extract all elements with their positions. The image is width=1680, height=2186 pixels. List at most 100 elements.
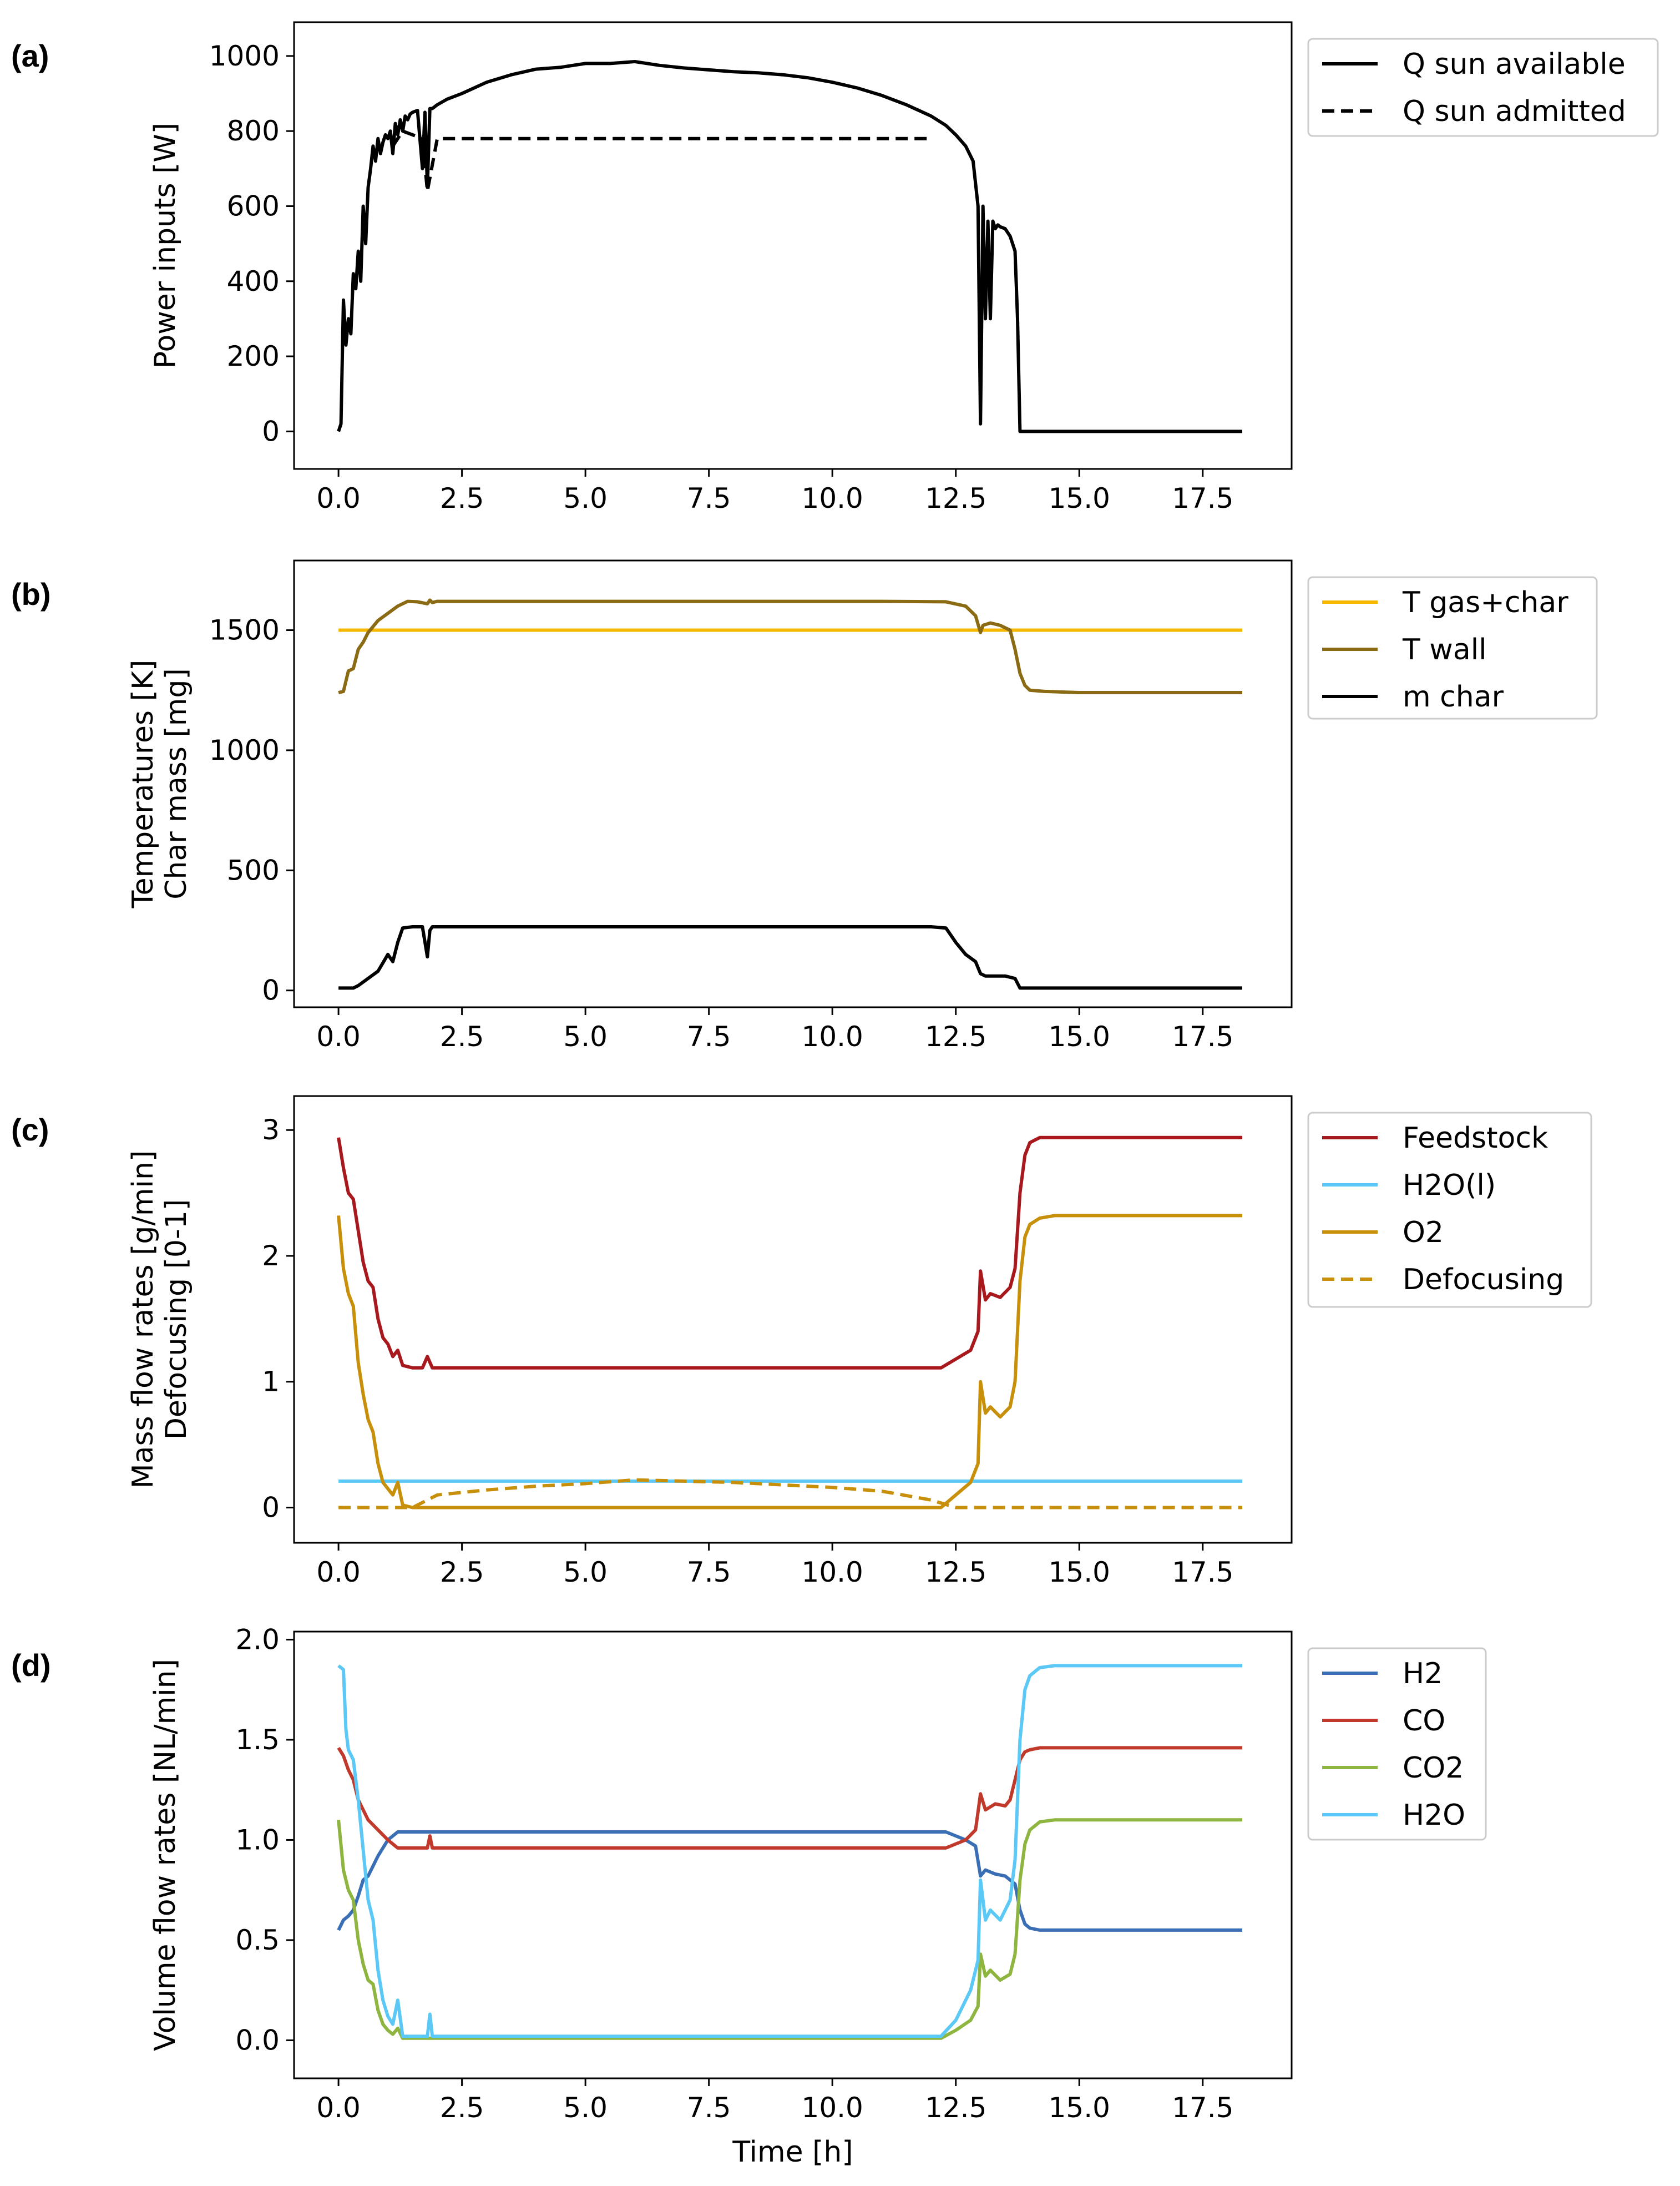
- y-tick-label: 0.5: [235, 1924, 280, 1956]
- x-tick-label: 7.5: [687, 482, 731, 514]
- y-tick-label: 0: [262, 415, 280, 447]
- legend-label: T wall: [1402, 633, 1487, 667]
- chart-panel-1: (a) 0.0 2.5 5.0 7.5 10.0 12.5 15.0 17.5 0 200 400 60…: [11, 21, 1659, 514]
- legend-label: Q sun available: [1403, 48, 1626, 81]
- series-group: [337, 60, 1242, 433]
- x-tick-label: 2.5: [440, 482, 484, 514]
- legend: T gas+char T wall m char: [1307, 576, 1598, 720]
- x-tick-label: 12.5: [925, 482, 986, 514]
- y-axis-label: Volume flow rates [NL/min]: [149, 1659, 182, 2051]
- legend-label: Feedstock: [1403, 1122, 1548, 1155]
- x-tick-label: 10.0: [802, 482, 863, 514]
- legend: Feedstock H2O(l) O2 Defocusing: [1307, 1112, 1592, 1308]
- x-tick-label: 17.5: [1172, 1556, 1233, 1588]
- x-tick-label: 2.5: [440, 1021, 484, 1053]
- x-tick-label: 5.0: [563, 1556, 608, 1588]
- y-tick-label: 0.0: [235, 2024, 280, 2056]
- x-tick-label: 15.0: [1049, 1556, 1110, 1588]
- x-tick-label: 5.0: [563, 482, 608, 514]
- series-line-defocusing: [338, 1478, 1242, 1509]
- x-tick-label: 10.0: [802, 2092, 863, 2124]
- y-tick-label: 200: [227, 340, 280, 372]
- legend-label: CO: [1403, 1704, 1445, 1738]
- panel-label: (c): [11, 1112, 49, 1147]
- series-line-q-sun-available: [337, 60, 1242, 433]
- legend-label: O2: [1403, 1216, 1444, 1249]
- legend-label: m char: [1403, 680, 1504, 714]
- legend-label: H2: [1403, 1657, 1443, 1690]
- y-tick-label: 1000: [209, 734, 280, 766]
- y-tick-label: 1.0: [235, 1824, 280, 1856]
- x-tick-label: 12.5: [925, 1021, 986, 1053]
- series-group: [337, 1135, 1242, 1509]
- legend-box: [1307, 38, 1659, 137]
- series-line-m-char: [338, 925, 1242, 990]
- x-tick-label: 10.0: [802, 1021, 863, 1053]
- x-tick-label: 12.5: [925, 1556, 986, 1588]
- legend-label: Q sun admitted: [1403, 95, 1626, 128]
- legend-box: [1307, 1647, 1487, 1841]
- y-tick-label: 1500: [209, 614, 280, 647]
- series-line-q-sun-admitted: [391, 129, 932, 193]
- x-tick-label: 2.5: [440, 2092, 484, 2124]
- y-axis-label-secondary: Defocusing [0-1]: [160, 1199, 193, 1440]
- axes-frame: [293, 1095, 1293, 1544]
- legend-box: [1307, 1112, 1592, 1308]
- legend-label: CO2: [1403, 1751, 1464, 1785]
- y-tick-label: 2.0: [235, 1623, 280, 1655]
- x-tick-label: 7.5: [687, 2092, 731, 2124]
- y-tick-label: 400: [227, 265, 280, 297]
- x-tick-label: 15.0: [1049, 482, 1110, 514]
- x-tick-label: 0.0: [316, 482, 361, 514]
- panel-label: (b): [11, 577, 51, 612]
- x-tick-label: 12.5: [925, 2092, 986, 2124]
- legend-label: Defocusing: [1403, 1263, 1564, 1296]
- series-line-feedstock: [337, 1135, 1242, 1370]
- axes-frame: [293, 1630, 1293, 2079]
- legend: Q sun available Q sun admitted: [1307, 38, 1659, 137]
- x-tick-label: 10.0: [802, 1556, 863, 1588]
- y-tick-label: 2: [262, 1240, 280, 1272]
- x-tick-label: 0.0: [316, 1021, 361, 1053]
- x-tick-label: 17.5: [1172, 482, 1233, 514]
- chart-panel-4: (d) 0.0 2.5 5.0 7.5 10.0 12.5 15.0 17.5 0.0 0.5 1.0…: [11, 1623, 1487, 2169]
- chart-panel-3: (c) 0.0 2.5 5.0 7.5 10.0 12.5 15.0 17.5 0 1 2 3 Mass …: [11, 1095, 1592, 1588]
- legend-label: H2O(l): [1403, 1169, 1496, 1202]
- legend-box: [1307, 576, 1598, 720]
- x-tick-label: 17.5: [1172, 2092, 1233, 2124]
- x-tick-label: 15.0: [1049, 1021, 1110, 1053]
- legend-label: H2O: [1403, 1799, 1465, 1832]
- y-tick-label: 1000: [209, 40, 280, 72]
- x-tick-label: 7.5: [687, 1021, 731, 1053]
- y-tick-label: 600: [227, 190, 280, 222]
- x-tick-label: 5.0: [563, 1021, 608, 1053]
- x-tick-label: 5.0: [563, 2092, 608, 2124]
- x-tick-label: 7.5: [687, 1556, 731, 1588]
- y-axis-label: Power inputs [W]: [149, 123, 182, 368]
- series-group: [338, 598, 1242, 990]
- series-group: [337, 1664, 1242, 2040]
- series-line-h2: [337, 1830, 1242, 1932]
- panel-label: (a): [11, 38, 49, 73]
- legend: H2 CO CO2 H2O: [1307, 1647, 1487, 1841]
- axes-frame: [293, 559, 1293, 1008]
- x-axis-label: Time [h]: [732, 2135, 853, 2169]
- x-tick-label: 2.5: [440, 1556, 484, 1588]
- y-tick-label: 3: [262, 1114, 280, 1146]
- x-tick-label: 15.0: [1049, 2092, 1110, 2124]
- series-line-h2o: [337, 1664, 1242, 2038]
- legend-label: T gas+char: [1402, 586, 1568, 619]
- x-tick-label: 17.5: [1172, 1021, 1233, 1053]
- y-tick-label: 1: [262, 1366, 280, 1398]
- y-axis-label-secondary: Char mass [mg]: [160, 668, 193, 900]
- y-tick-label: 0: [262, 975, 280, 1007]
- y-axis-label: Temperatures [K]: [126, 660, 160, 909]
- y-tick-label: 0: [262, 1492, 280, 1524]
- panel-label: (d): [11, 1648, 51, 1683]
- series-line-co2: [337, 1818, 1242, 2040]
- y-tick-label: 800: [227, 115, 280, 147]
- series-line-t-wall: [338, 598, 1242, 694]
- x-tick-label: 0.0: [316, 2092, 361, 2124]
- chart-panel-2: (b) 0.0 2.5 5.0 7.5 10.0 12.5 15.0 17.5 0 500 1000 1…: [11, 559, 1598, 1053]
